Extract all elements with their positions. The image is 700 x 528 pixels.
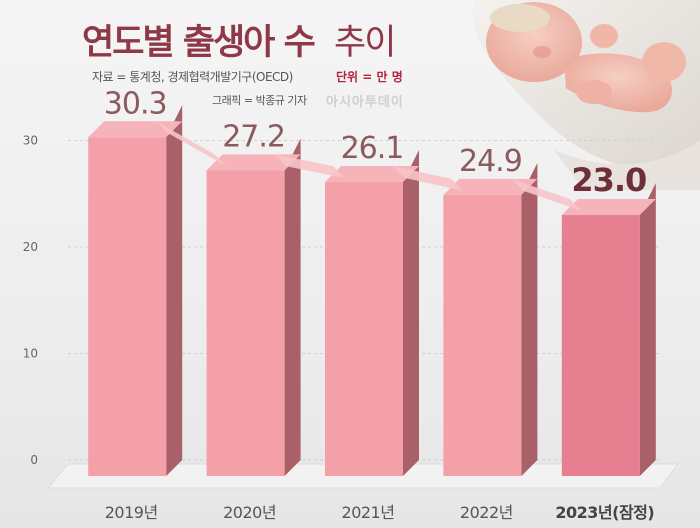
graphic-credit: 그래픽 = 박종규 기자 [212,94,307,107]
y-tick-label: 0 [30,453,38,467]
bar-top [443,178,538,195]
publisher-logo: 아시아투데이 [326,95,404,110]
trend-connector [156,121,227,167]
trend-connector [393,166,464,191]
bar-top [561,199,656,216]
bar [325,182,403,476]
source-note: 자료 = 통계청, 경제협력개발기구(OECD) [92,70,293,84]
bar [206,170,285,476]
x-tick-label: 2023년(잠정) [555,503,654,522]
baby-photo [472,0,700,190]
bar-top [325,166,419,183]
bar-top [88,121,183,138]
x-tick-label: 2022년 [460,503,513,522]
x-tick-label: 2019년 [105,503,158,522]
trend-connector [274,154,345,179]
data-label: 23.0 [571,161,646,199]
bar-side [284,138,301,476]
bar-top [206,154,301,171]
y-tick-label: 20 [23,240,38,254]
bar [88,137,167,476]
chart-title-suffix: 추이 [334,23,396,63]
bar-side [639,183,656,477]
unit-note: 단위 = 만 명 [336,70,403,84]
y-tick-label: 30 [23,134,38,148]
bar-side [521,162,538,476]
data-label: 26.1 [341,131,404,166]
trend-connector [511,178,582,212]
bar [443,194,522,476]
data-label: 27.2 [222,119,285,154]
bar-side [403,150,419,476]
y-tick-label: 10 [23,347,38,361]
x-tick-label: 2021년 [342,503,395,522]
chart-title: 연도별 출생아 수 [82,23,316,63]
x-tick-label: 2020년 [223,503,276,522]
data-label: 30.3 [104,86,167,121]
bar [561,215,640,477]
bar-side [166,105,183,477]
data-label: 24.9 [459,144,522,179]
